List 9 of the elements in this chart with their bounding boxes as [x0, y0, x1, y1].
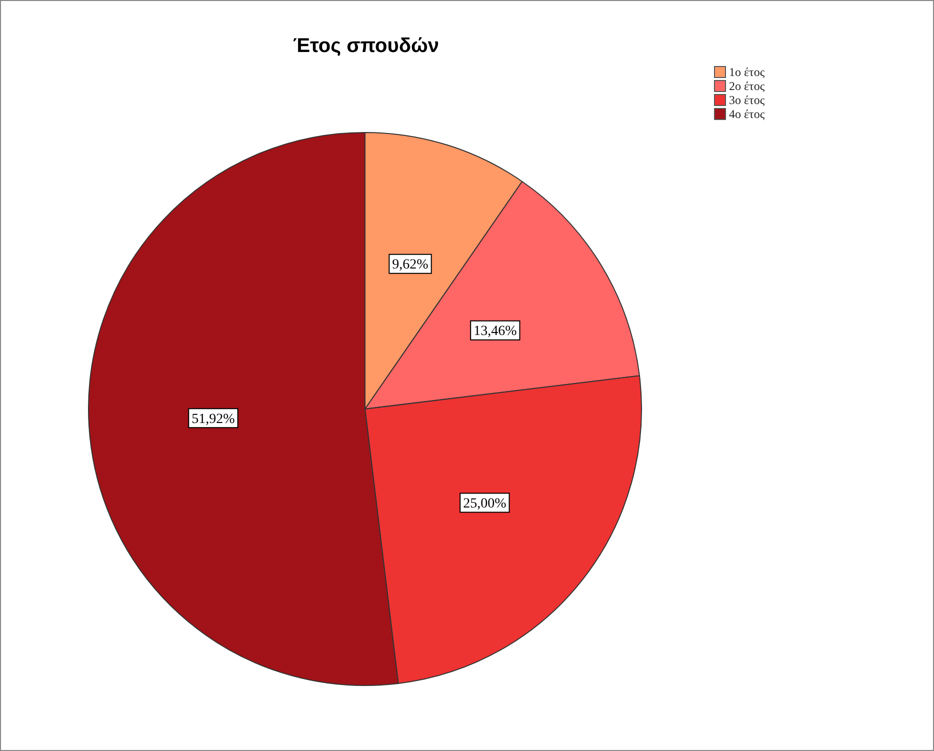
- legend-label: 3ο έτος: [729, 93, 765, 107]
- data-label: 25,00%: [463, 496, 507, 512]
- data-label: 13,46%: [474, 324, 518, 340]
- data-label: 51,92%: [192, 412, 236, 427]
- chart-title: Έτος σπουδών: [292, 35, 440, 58]
- legend-label: 1ο έτος: [729, 65, 765, 79]
- data-label: 9,62%: [392, 257, 429, 272]
- legend-label: 4ο έτος: [729, 107, 765, 121]
- legend-label: 2ο έτος: [729, 79, 765, 93]
